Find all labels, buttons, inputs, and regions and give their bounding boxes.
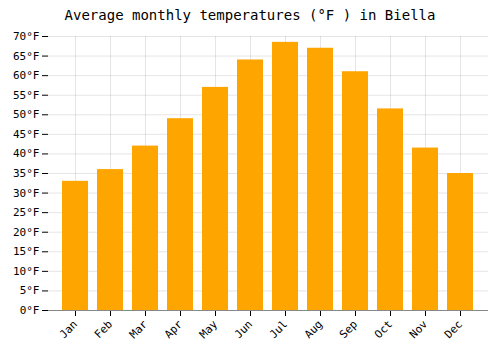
- svg-text:30°F: 30°F: [13, 187, 40, 200]
- svg-text:Nov: Nov: [407, 317, 431, 341]
- svg-text:Oct: Oct: [372, 318, 395, 341]
- svg-text:Jun: Jun: [232, 318, 255, 341]
- svg-text:40°F: 40°F: [13, 147, 40, 160]
- svg-text:Sep: Sep: [337, 318, 360, 341]
- svg-text:10°F: 10°F: [13, 265, 40, 278]
- svg-text:60°F: 60°F: [13, 69, 40, 82]
- svg-text:25°F: 25°F: [13, 206, 40, 219]
- svg-text:Feb: Feb: [92, 318, 115, 341]
- svg-text:65°F: 65°F: [13, 50, 40, 63]
- svg-text:Jan: Jan: [57, 318, 80, 341]
- svg-text:Jul: Jul: [267, 318, 290, 341]
- svg-text:Apr: Apr: [162, 317, 186, 341]
- svg-text:Aug: Aug: [302, 318, 325, 341]
- svg-text:35°F: 35°F: [13, 167, 40, 180]
- html-text:Average monthly temperatures (: Average monthly temperatures (°F ) in Bi…: [64, 7, 436, 23]
- svg-text:Mar: Mar: [127, 317, 151, 341]
- svg-text:50°F: 50°F: [13, 108, 40, 121]
- svg-text:70°F: 70°F: [13, 30, 40, 43]
- svg-text:0°F: 0°F: [20, 304, 40, 317]
- svg-text:55°F: 55°F: [13, 89, 40, 102]
- svg-text:Dec: Dec: [442, 318, 465, 341]
- svg-text:5°F: 5°F: [20, 284, 40, 297]
- svg-text:20°F: 20°F: [13, 226, 40, 239]
- svg-text:15°F: 15°F: [13, 245, 40, 258]
- svg-text:May: May: [197, 317, 221, 341]
- svg-text:45°F: 45°F: [13, 128, 40, 141]
